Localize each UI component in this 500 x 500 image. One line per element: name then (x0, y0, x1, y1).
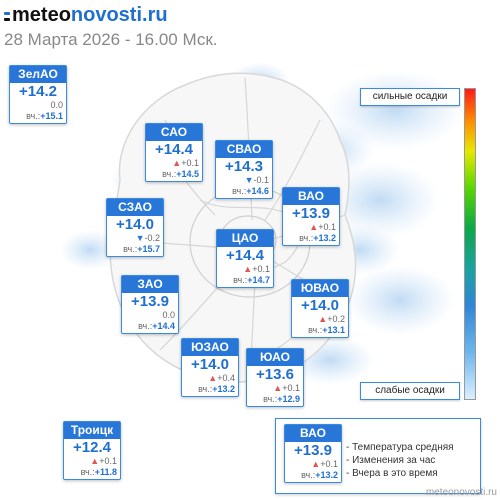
legend: ВАО +13.9 ▲+0.1 вч.:+13.2 Температура ср… (275, 418, 481, 494)
district-card-troitsk: Троицк +12.4 ▲+0.1 вч.:+11.8 (63, 421, 121, 480)
trend-up-icon: ▲ (311, 459, 321, 469)
legend-item-hourly-change: Изменения за час (346, 454, 454, 467)
district-name: САО (146, 124, 202, 141)
district-card-szao: СЗАО +14.0 ▼-0.2 вч.:+15.7 (106, 198, 164, 257)
district-change: ▲+0.2 (318, 314, 345, 324)
district-yesterday: вч.:+15.1 (26, 111, 63, 121)
district-temperature: +13.9 (292, 205, 330, 222)
district-yesterday: вч.:+13.2 (301, 470, 338, 480)
district-temperature: +13.6 (256, 366, 294, 383)
district-change: 0.0 (162, 310, 175, 320)
district-card-zao: ЗАО +13.9 0.0 вч.:+14.4 (121, 275, 179, 334)
district-yesterday: вч.:+14.4 (138, 321, 175, 331)
timestamp: 28 Марта 2026 - 16.00 Мск. (4, 30, 218, 49)
district-yesterday: вч.:+11.8 (80, 467, 117, 477)
trend-up-icon: ▲ (318, 314, 328, 324)
trend-up-icon: ▲ (273, 383, 283, 393)
district-name: ЦАО (217, 230, 273, 247)
district-name: ВАО (283, 188, 339, 205)
district-change: ▲+0.1 (172, 158, 199, 168)
district-change: ▲+0.1 (243, 264, 270, 274)
trend-up-icon: ▲ (208, 373, 218, 383)
district-card-vao: ВАО +13.9 ▲+0.1 вч.:+13.2 (282, 187, 340, 246)
district-name: ЗелАО (10, 66, 66, 83)
district-card-sao: САО +14.4 ▲+0.1 вч.:+14.5 (145, 123, 203, 182)
district-temperature: +14.4 (155, 141, 193, 158)
district-temperature: +13.9 (131, 293, 169, 310)
logo-prefix: meteo (12, 4, 71, 26)
district-yesterday: вч.:+14.5 (162, 169, 199, 179)
district-yesterday: вч.:+14.6 (232, 186, 269, 196)
district-change: ▲+0.1 (90, 456, 117, 466)
district-name: ЮВАО (292, 280, 348, 297)
trend-up-icon: ▲ (172, 158, 182, 168)
district-name: СЗАО (107, 199, 163, 216)
header: meteo novosti.ru 28 Марта 2026 - 16.00 Мс… (4, 4, 218, 50)
district-change: ▲+0.1 (311, 459, 338, 469)
district-temperature: +14.0 (191, 356, 229, 373)
legend-item-yesterday: Вчера в это время (346, 467, 454, 480)
district-change: ▲+0.1 (309, 222, 336, 232)
scale-label-weak: слабые осадки (360, 382, 460, 400)
district-card-svao: СВАО +14.3 ▼-0.1 вч.:+14.6 (215, 140, 273, 199)
district-yesterday: вч.:+15.7 (123, 244, 160, 254)
logo-suffix: novosti.ru (70, 4, 168, 26)
district-change: ▼-0.1 (244, 175, 269, 185)
district-name: ВАО (285, 425, 341, 442)
district-card-yuzao: ЮЗАО +14.0 ▲+0.4 вч.:+13.2 (181, 338, 239, 397)
trend-up-icon: ▲ (309, 222, 319, 232)
district-change: 0.0 (50, 100, 63, 110)
legend-list: Температура средняя Изменения за час Вче… (346, 441, 454, 480)
legend-sample-card: ВАО +13.9 ▲+0.1 вч.:+13.2 (284, 424, 342, 483)
district-card-yuvao: ЮВАО +14.0 ▲+0.2 вч.:+13.1 (291, 279, 349, 338)
district-name: СВАО (216, 141, 272, 158)
source-watermark: meteonovosti.ru (425, 487, 497, 498)
district-yesterday: вч.:+13.2 (198, 384, 235, 394)
trend-up-icon: ▲ (243, 264, 253, 274)
district-temperature: +14.0 (301, 297, 339, 314)
district-temperature: +14.4 (226, 247, 264, 264)
district-temperature: +12.4 (73, 439, 111, 456)
district-yesterday: вч.:+14.7 (233, 275, 270, 285)
site-logo[interactable]: meteo novosti.ru (4, 4, 218, 27)
district-name: ЮЗАО (182, 339, 238, 356)
logo-mark-icon (4, 9, 10, 23)
district-temperature: +14.3 (225, 158, 263, 175)
district-temperature: +13.9 (294, 442, 332, 459)
trend-down-icon: ▼ (244, 175, 254, 185)
district-card-cao: ЦАО +14.4 ▲+0.1 вч.:+14.7 (216, 229, 274, 288)
district-yesterday: вч.:+12.9 (263, 394, 300, 404)
district-yesterday: вч.:+13.2 (299, 233, 336, 243)
scale-label-strong: сильные осадки (360, 88, 460, 106)
district-change: ▼-0.2 (135, 233, 160, 243)
district-name: Троицк (64, 422, 120, 439)
district-change: ▲+0.1 (273, 383, 300, 393)
district-temperature: +14.2 (19, 83, 57, 100)
district-temperature: +14.0 (116, 216, 154, 233)
district-name: ЗАО (122, 276, 178, 293)
trend-up-icon: ▲ (90, 456, 100, 466)
district-yesterday: вч.:+13.1 (308, 325, 345, 335)
district-name: ЮАО (247, 349, 303, 366)
district-card-zelao: ЗелАО +14.2 0.0 вч.:+15.1 (9, 65, 67, 124)
district-change: ▲+0.4 (208, 373, 235, 383)
legend-item-avg-temp: Температура средняя (346, 441, 453, 454)
trend-down-icon: ▼ (135, 233, 145, 243)
precipitation-scale-bar (464, 88, 476, 400)
district-card-yuao: ЮАО +13.6 ▲+0.1 вч.:+12.9 (246, 348, 304, 407)
